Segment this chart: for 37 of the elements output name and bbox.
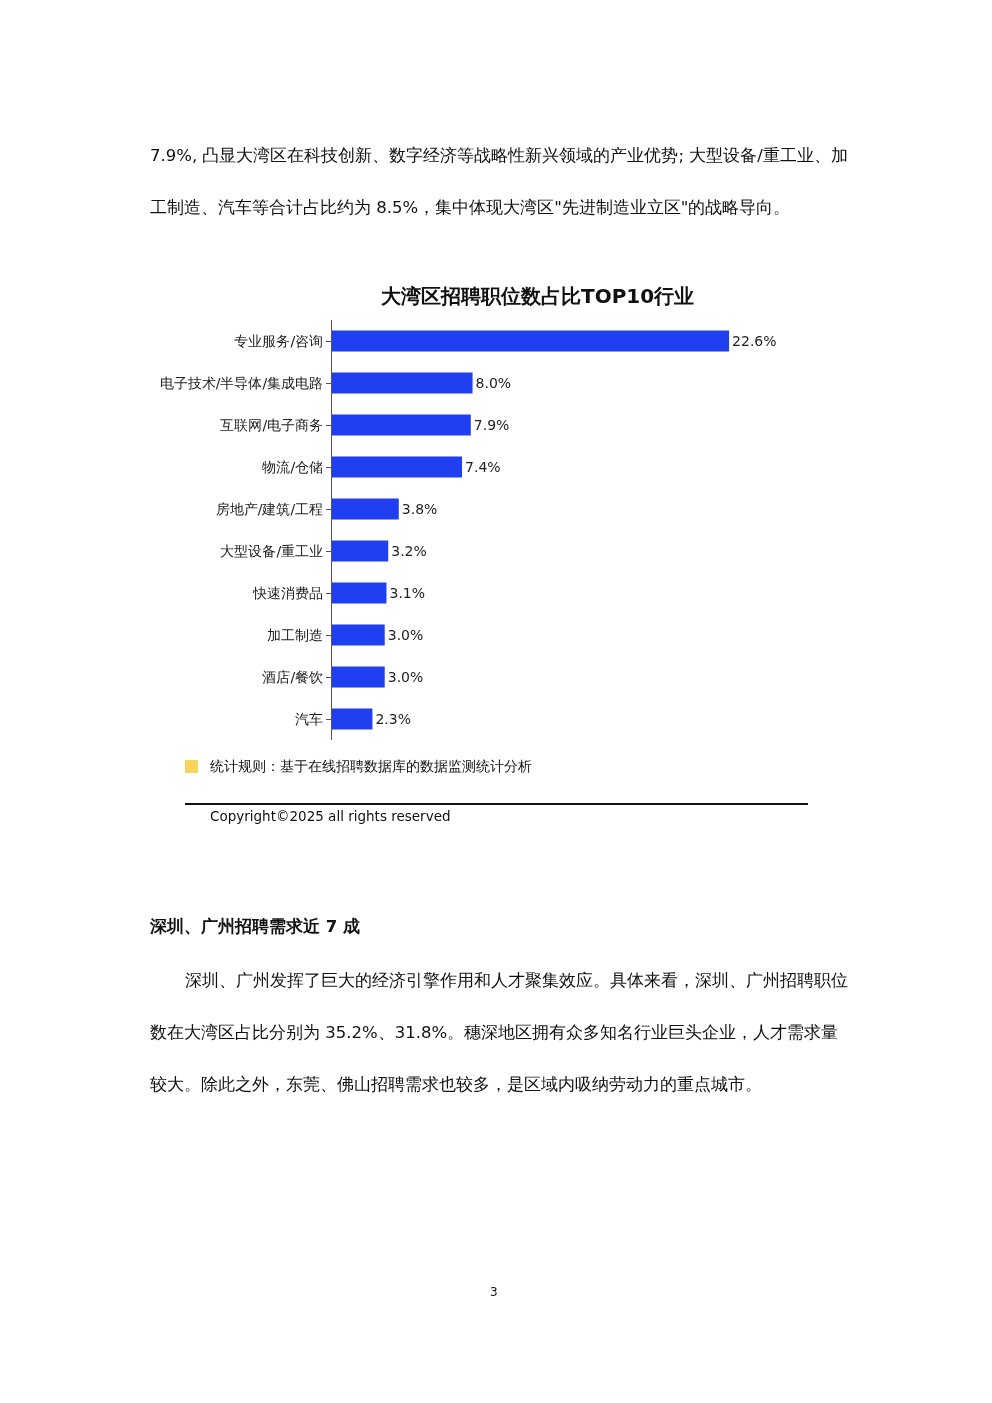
data-label: 8.0%: [475, 375, 512, 391]
y-tick-label: 互联网/电子商务: [220, 416, 324, 433]
text: 7.9%, 凸显大湾区在科技创新、数字经济等战略性新兴领域的产业优势; 大型设备/重工业、加工制造、汽车等合计占比约为 8.5%，集中体现大湾区"先进制造业立区"的战略导向。: [150, 146, 848, 217]
data-label: 3.0%: [387, 627, 424, 643]
bar: [332, 708, 373, 730]
text: 统计规则：基于在线招聘数据库的数据监测统计分析: [210, 758, 532, 776]
y-tick-label: 电子技术/半导体/集成电路: [159, 374, 324, 391]
bar: [332, 582, 387, 604]
data-label: 3.0%: [387, 669, 424, 685]
text: 3: [490, 1285, 498, 1299]
data-label: 7.4%: [465, 459, 501, 475]
bar: [332, 372, 473, 394]
y-tick-label: 快速消费品: [252, 584, 324, 601]
data-label: 3.2%: [391, 543, 427, 559]
bar: [332, 414, 471, 436]
bar: [332, 456, 463, 478]
bar: [332, 498, 399, 520]
y-tick-label: 加工制造: [267, 626, 324, 643]
bar: [332, 540, 389, 562]
chart-title: 大湾区招聘职位数占比TOP10行业: [381, 284, 695, 309]
y-tick-label: 物流/仓储: [262, 458, 324, 475]
data-label: 7.9%: [473, 417, 510, 433]
text: Copyright©2025 all rights reserved: [210, 808, 451, 824]
data-label: 22.6%: [732, 333, 777, 349]
bar: [332, 666, 385, 688]
text: 深圳、广州发挥了巨大的经济引擎作用和人才聚集效应。具体来看，深圳、广州招聘职位数在大湾区占比分别为 35.2%、31.8%。穗深地区拥有众多知名行业巨头企业，人才需求量较大。除此之外，东莞、佛山招聘需求也较多，是区域内吸纳劳动力的重点城市。: [150, 971, 848, 1094]
bar: [332, 330, 730, 352]
data-label: 2.3%: [375, 711, 411, 727]
bar: [332, 624, 385, 646]
y-tick-label: 大型设备/重工业: [220, 542, 324, 559]
y-tick-label: 酒店/餐饮: [262, 668, 324, 685]
text: 深圳、广州招聘需求近 7 成: [150, 916, 360, 938]
y-tick-label: 房地产/建筑/工程: [215, 500, 324, 517]
data-label: 3.8%: [401, 501, 438, 517]
y-tick-label: 汽车: [295, 710, 324, 727]
y-tick-label: 专业服务/咨询: [234, 332, 324, 349]
data-label: 3.1%: [389, 585, 426, 601]
